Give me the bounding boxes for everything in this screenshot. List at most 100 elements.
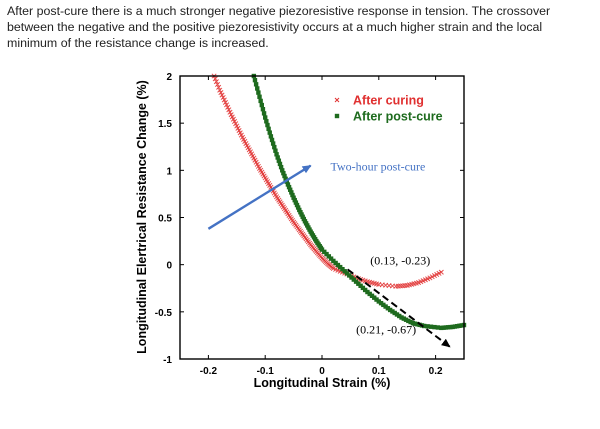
data-point xyxy=(259,102,264,108)
data-point xyxy=(256,90,261,95)
data-point xyxy=(267,130,272,135)
data-point xyxy=(439,325,444,331)
data-point xyxy=(403,317,409,322)
data-point xyxy=(297,207,302,213)
data-point xyxy=(360,285,366,291)
data-point xyxy=(392,310,397,316)
legend-label-1: After post-cure xyxy=(353,110,443,124)
data-point xyxy=(376,299,381,304)
data-point xyxy=(265,122,270,128)
y-axis-title: Longitudinal Elertrical Resistance Chang… xyxy=(135,80,149,354)
data-point xyxy=(358,283,363,288)
data-point xyxy=(365,289,370,295)
x-tick-label: 0.2 xyxy=(429,366,443,377)
data-point xyxy=(362,287,368,293)
x-tick-label: -0.2 xyxy=(200,366,218,377)
data-point xyxy=(289,190,294,195)
data-point xyxy=(214,81,221,88)
x-tick-label: 0.1 xyxy=(372,366,386,377)
data-point xyxy=(257,94,262,99)
data-point xyxy=(258,98,263,104)
data-point xyxy=(374,297,379,302)
data-points-layer xyxy=(211,73,467,331)
data-point xyxy=(273,148,278,153)
legend-label-0: After curing xyxy=(353,94,424,108)
legend: After curing After post-cure xyxy=(334,94,443,124)
axis-ticks-layer: -0.2 -0.1 0 0.1 0.2 -1 -0.5 0 0.5 1 1.5 2 xyxy=(155,72,464,377)
data-point xyxy=(283,176,288,182)
data-point xyxy=(292,197,297,203)
data-point xyxy=(252,77,258,83)
data-point xyxy=(264,119,269,124)
y-tick-label: -1 xyxy=(163,355,172,366)
data-point xyxy=(213,79,219,85)
curing-minimum-label: (0.13, -0.23) xyxy=(370,254,430,268)
data-point xyxy=(340,266,345,272)
y-tick-label: 2 xyxy=(166,72,172,83)
data-point xyxy=(383,304,388,309)
data-point xyxy=(266,126,271,132)
data-point xyxy=(319,247,325,252)
data-point xyxy=(353,279,359,284)
data-point xyxy=(277,161,283,167)
data-point xyxy=(260,107,266,112)
data-point xyxy=(299,212,304,217)
data-point xyxy=(378,300,384,306)
data-point xyxy=(372,295,377,300)
data-point xyxy=(324,251,329,257)
legend-marker-1 xyxy=(334,113,340,119)
data-point xyxy=(274,152,279,157)
data-point xyxy=(290,192,295,198)
data-point xyxy=(410,320,416,326)
data-point xyxy=(344,271,350,276)
data-point xyxy=(335,262,341,268)
y-tick-label: -0.5 xyxy=(155,308,173,319)
data-point xyxy=(253,82,259,87)
data-point xyxy=(268,134,274,139)
data-point xyxy=(293,200,299,205)
data-point xyxy=(390,309,395,314)
data-point xyxy=(272,144,277,150)
data-point xyxy=(452,324,458,329)
data-point xyxy=(454,323,460,329)
data-point xyxy=(295,205,301,210)
data-point xyxy=(276,158,282,163)
data-point xyxy=(261,111,267,116)
data-point xyxy=(347,273,352,278)
data-point xyxy=(401,316,406,321)
data-point xyxy=(387,307,393,313)
data-point xyxy=(381,302,386,308)
data-point xyxy=(399,315,404,320)
data-point xyxy=(281,170,286,176)
data-point xyxy=(394,312,400,317)
data-point xyxy=(280,168,285,173)
data-point xyxy=(422,323,427,329)
annotations-layer: Two-hour post-cure (0.13, -0.23) (0.21, -0… xyxy=(207,159,451,348)
data-point xyxy=(408,319,413,325)
series-1 xyxy=(251,73,467,331)
data-point xyxy=(270,141,276,146)
data-point xyxy=(342,269,347,274)
data-point xyxy=(287,187,293,192)
data-point xyxy=(457,323,462,328)
data-point xyxy=(216,84,222,90)
data-point xyxy=(285,182,291,187)
data-point xyxy=(425,324,430,329)
y-tick-label: 1.5 xyxy=(158,119,172,130)
data-point xyxy=(367,291,372,297)
data-point xyxy=(275,155,280,160)
data-point xyxy=(263,115,268,120)
data-point xyxy=(278,164,284,170)
data-point xyxy=(286,184,292,190)
data-point xyxy=(322,249,327,255)
data-point xyxy=(326,254,332,259)
data-point xyxy=(291,195,296,200)
data-point xyxy=(412,321,418,326)
data-point xyxy=(450,324,455,330)
data-point xyxy=(333,260,338,266)
data-point xyxy=(212,76,218,82)
data-point xyxy=(349,275,354,280)
y-tick-label: 0.5 xyxy=(158,214,172,225)
data-point xyxy=(415,322,420,327)
